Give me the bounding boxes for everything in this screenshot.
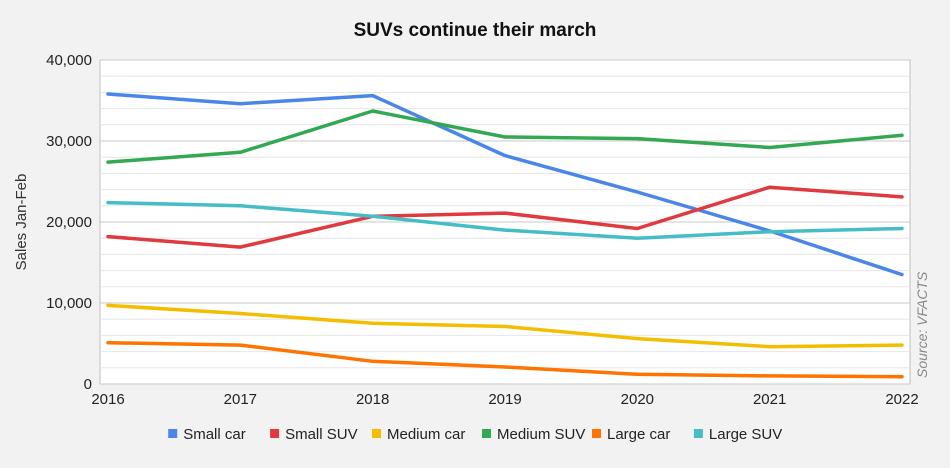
legend-swatch (168, 429, 178, 438)
y-axis-label: Sales Jan-Feb (13, 174, 30, 271)
legend-label: Medium SUV (497, 426, 585, 443)
legend: Small car Small SUV Medium car Medium SUV La… (168, 426, 782, 443)
legend-item-small-car: Small car (168, 426, 246, 443)
x-tick-label: 2016 (91, 391, 124, 408)
source-note: Source: VFACTS (914, 271, 930, 378)
legend-item-large-suv: Large SUV (693, 426, 782, 443)
x-tick-label: 2017 (224, 391, 257, 408)
y-tick-label: 10,000 (46, 295, 92, 312)
y-tick-label: 30,000 (46, 133, 92, 150)
y-tick-label: 20,000 (46, 214, 92, 231)
legend-label: Large SUV (709, 426, 782, 443)
x-tick-label: 2019 (488, 391, 521, 408)
legend-item-medium-car: Medium car (372, 426, 465, 443)
chart-title: SUVs continue their march (354, 20, 597, 41)
x-tick-label: 2022 (885, 391, 918, 408)
x-tick-label: 2021 (753, 391, 786, 408)
y-tick-label: 0 (84, 376, 92, 393)
legend-label: Large car (607, 426, 670, 443)
legend-item-large-car: Large car (592, 426, 670, 443)
legend-label: Medium car (387, 426, 465, 443)
legend-swatch (270, 429, 280, 438)
series-lines (106, 92, 904, 379)
series-line-medium-suv (106, 109, 904, 164)
series-line-small-suv (106, 185, 904, 249)
legend-item-small-suv: Small SUV (270, 426, 358, 443)
legend-label: Small SUV (285, 426, 358, 443)
y-tick-label: 40,000 (46, 52, 92, 69)
x-axis-ticks: 2016 2017 2018 2019 2020 2021 2022 (91, 391, 918, 408)
series-line-large-car (106, 340, 904, 379)
x-tick-label: 2020 (621, 391, 654, 408)
legend-swatch (693, 429, 703, 438)
x-tick-label: 2018 (356, 391, 389, 408)
legend-swatch (592, 429, 601, 438)
series-line-large-suv (106, 200, 904, 240)
y-axis-ticks: 0 10,000 20,000 30,000 40,000 (46, 52, 92, 393)
gridlines (100, 59, 910, 385)
legend-label: Small car (183, 426, 246, 443)
series-line-medium-car (106, 303, 904, 349)
legend-swatch (482, 429, 491, 438)
legend-swatch (372, 429, 381, 438)
legend-item-medium-suv: Medium SUV (482, 426, 585, 443)
